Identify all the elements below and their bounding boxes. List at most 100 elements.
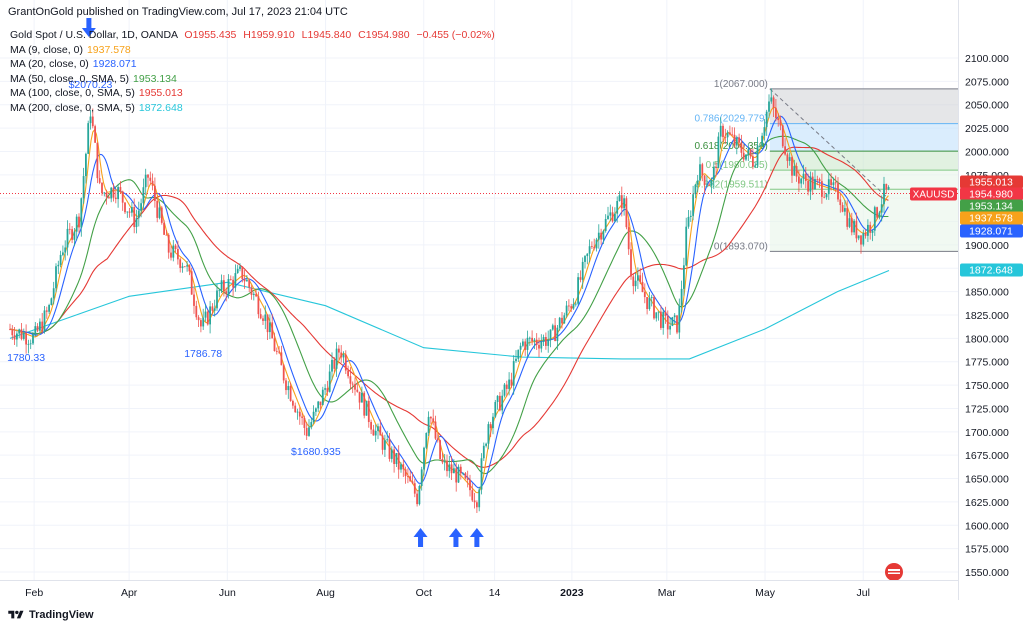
candle-body — [137, 210, 140, 219]
candle-body — [82, 176, 85, 199]
candle-body — [595, 239, 598, 249]
candle-body — [381, 435, 384, 450]
ma-value: 1928.071 — [92, 58, 137, 70]
candle-body — [448, 464, 451, 472]
candle-body — [800, 178, 803, 184]
candle-body — [671, 317, 674, 326]
price-chart[interactable]: 1(2067.000) 0.786(2029.779) 0.618(2000.359… — [0, 0, 958, 580]
arrow-markers — [81, 18, 484, 547]
candle-body — [361, 392, 363, 403]
candle-body — [87, 123, 90, 154]
candle-body — [446, 460, 448, 472]
candle-body — [312, 411, 315, 423]
candle-body — [685, 226, 688, 266]
candle-body — [584, 256, 586, 262]
candle-body — [165, 234, 168, 236]
candle-body — [163, 222, 165, 235]
candle-body — [687, 216, 690, 227]
candle-body — [715, 166, 717, 168]
candle-body — [98, 178, 101, 183]
candle-body — [476, 502, 478, 508]
candle-body — [170, 252, 172, 258]
candle-body — [793, 166, 796, 176]
candle-body — [338, 348, 340, 353]
candle-body — [777, 118, 780, 121]
candle-body — [262, 318, 264, 321]
candle-body — [844, 208, 846, 212]
candle-body — [775, 107, 777, 119]
candle-body — [798, 176, 800, 184]
candle-body — [57, 264, 60, 267]
candle-body — [464, 473, 467, 479]
candle-body — [607, 215, 609, 219]
candle-body — [151, 180, 154, 186]
candle-body — [554, 325, 556, 342]
candle-body — [492, 416, 494, 429]
candle-body — [248, 280, 251, 288]
candle-body — [423, 447, 425, 470]
legend-ma-row[interactable]: MA (200, close, 0, SMA, 5) 1872.648 — [10, 101, 495, 116]
candle-body — [321, 389, 324, 406]
candle-body — [545, 337, 547, 346]
candle-body — [50, 298, 53, 306]
candles — [9, 88, 890, 514]
price-tick-label: 2025.000 — [965, 123, 1009, 135]
candle-body — [779, 120, 782, 126]
candle-body — [588, 246, 591, 254]
time-tick-label: 2023 — [560, 587, 584, 599]
candle-body — [413, 483, 416, 494]
candle-body — [59, 254, 62, 265]
candle-body — [211, 306, 214, 311]
arrow-up-icon — [469, 528, 484, 547]
candle-body — [756, 146, 759, 166]
candle-body — [75, 216, 78, 232]
candle-body — [331, 359, 333, 372]
candle-body — [581, 261, 584, 280]
candle-body — [533, 339, 536, 342]
legend-ma-row[interactable]: MA (9, close, 0) 1937.578 — [10, 43, 495, 58]
candle-body — [96, 142, 99, 179]
candle-body — [156, 200, 159, 218]
time-axis[interactable]: Feb Apr Jun Aug Oct 14 2023 Mar May Jul — [0, 580, 958, 603]
legend-ma-row[interactable]: MA (50, close, 0, SMA, 5) 1953.134 — [10, 72, 495, 87]
candle-body — [255, 293, 257, 297]
candle-body — [455, 468, 458, 483]
candle-body — [402, 464, 405, 470]
candle-body — [676, 315, 678, 333]
price-axis[interactable]: 2100.000 2075.000 2050.000 2025.000 2000.000… — [958, 0, 1024, 600]
price-label: 1954.980 — [969, 189, 1013, 201]
fib-level-label: 0(1893.070) — [714, 241, 768, 252]
candle-body — [864, 233, 867, 236]
candle-body — [140, 203, 142, 211]
candle-body — [340, 352, 343, 358]
price-annotation: 1780.33 — [7, 352, 45, 364]
candle-body — [609, 212, 612, 216]
legend-ma-row[interactable]: MA (20, close, 0) 1928.071 — [10, 57, 495, 72]
candle-body — [105, 192, 108, 198]
ma100-line — [9, 146, 889, 468]
candle-body — [630, 249, 632, 277]
candle-body — [135, 218, 138, 228]
price-tick-label: 1625.000 — [965, 497, 1009, 509]
candle-body — [855, 220, 858, 239]
candle-body — [285, 380, 287, 391]
legend-ma-row[interactable]: MA (100, close, 0, SMA, 5) 1955.013 — [10, 86, 495, 101]
candle-body — [876, 207, 878, 218]
candle-body — [363, 392, 366, 416]
candle-body — [443, 460, 446, 463]
candle-body — [333, 359, 336, 369]
candle-body — [758, 146, 761, 147]
candle-body — [834, 182, 837, 184]
candle-body — [620, 195, 623, 209]
candle-body — [841, 205, 844, 212]
candle-body — [515, 358, 517, 362]
candle-body — [738, 137, 740, 143]
candle-body — [200, 320, 202, 327]
candle-body — [395, 452, 398, 465]
candle-body — [142, 187, 145, 204]
candle-body — [216, 290, 218, 309]
arrow-up-icon — [413, 528, 428, 547]
candle-body — [570, 306, 573, 309]
candle-body — [241, 266, 244, 280]
candle-body — [174, 245, 177, 249]
